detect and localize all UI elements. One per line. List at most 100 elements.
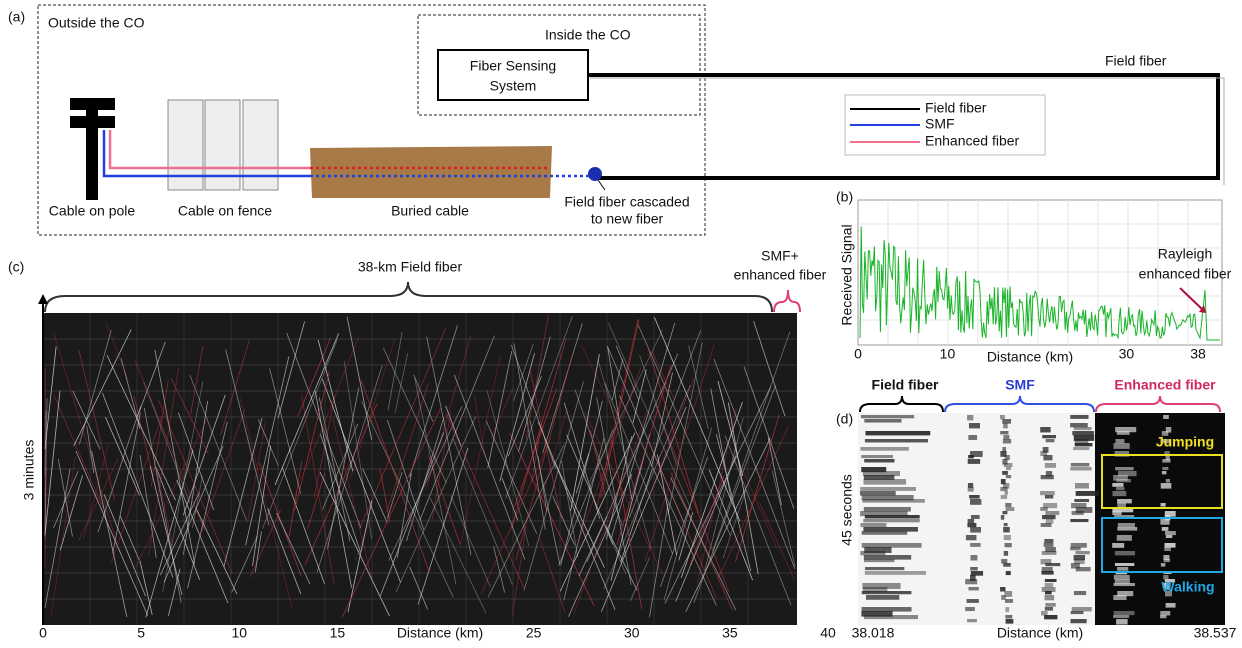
band xyxy=(1045,495,1053,499)
band xyxy=(1000,587,1005,591)
band xyxy=(1001,515,1004,520)
band xyxy=(862,531,908,535)
band xyxy=(1004,463,1013,467)
band xyxy=(862,607,912,612)
band xyxy=(861,523,887,527)
band xyxy=(1164,559,1170,562)
band xyxy=(1161,503,1166,507)
x-tick-label: 25 xyxy=(526,625,542,641)
box-label: Walking xyxy=(1161,579,1214,595)
cascade-dot xyxy=(588,167,602,181)
band xyxy=(1166,535,1172,538)
band xyxy=(1042,515,1055,519)
band xyxy=(862,591,912,594)
band xyxy=(965,607,975,611)
band xyxy=(1115,579,1130,584)
x-tick-label: 30 xyxy=(624,625,640,641)
band xyxy=(1005,503,1011,507)
band xyxy=(968,587,978,590)
band xyxy=(864,559,894,562)
band xyxy=(969,423,980,428)
band xyxy=(1004,523,1008,526)
sensing-text: System xyxy=(490,78,537,94)
band xyxy=(1005,491,1008,495)
band xyxy=(1161,563,1165,567)
x-axis-label: Distance (km) xyxy=(397,625,483,641)
band xyxy=(1070,547,1081,550)
band xyxy=(1117,431,1130,435)
band xyxy=(1117,535,1132,541)
band xyxy=(1074,499,1089,502)
band xyxy=(1070,619,1086,623)
band xyxy=(866,595,899,600)
annotation: Rayleigh xyxy=(1158,246,1212,262)
band xyxy=(1160,519,1169,525)
band xyxy=(1044,615,1057,619)
band xyxy=(1002,447,1006,452)
band xyxy=(1112,491,1126,496)
band xyxy=(1117,527,1137,531)
band xyxy=(1074,427,1092,430)
band xyxy=(968,459,980,464)
band xyxy=(1162,471,1166,474)
band xyxy=(1115,467,1134,470)
band xyxy=(864,419,901,423)
buried-cable xyxy=(310,146,552,198)
band xyxy=(1115,551,1135,555)
caption: Field fiber cascaded xyxy=(564,194,689,210)
band xyxy=(1114,575,1130,579)
band xyxy=(865,571,926,575)
band xyxy=(1001,559,1007,563)
band xyxy=(1070,519,1088,522)
y-axis-label: 3 minutes xyxy=(21,440,37,501)
band xyxy=(1116,619,1128,625)
band xyxy=(967,599,979,603)
caption: Cable on fence xyxy=(178,203,272,219)
band xyxy=(861,447,909,451)
band xyxy=(1113,615,1129,618)
band xyxy=(861,455,893,458)
legend-label: Field fiber xyxy=(925,100,987,116)
band xyxy=(1118,523,1135,527)
band xyxy=(1006,571,1011,575)
band xyxy=(1114,611,1135,615)
band xyxy=(967,415,973,420)
band xyxy=(1003,527,1010,532)
band xyxy=(1114,443,1130,449)
band xyxy=(1045,583,1054,587)
band xyxy=(970,567,978,570)
band xyxy=(1072,431,1094,435)
band xyxy=(968,435,977,440)
band xyxy=(863,527,917,532)
band xyxy=(1112,543,1124,548)
band xyxy=(1165,543,1176,548)
band xyxy=(969,495,979,499)
band xyxy=(1003,563,1011,567)
band xyxy=(1117,499,1132,503)
band xyxy=(970,527,981,533)
sensing-text: Fiber Sensing xyxy=(470,58,556,74)
band xyxy=(968,455,974,458)
x-tick-label: 38 xyxy=(1190,346,1206,362)
band xyxy=(1164,547,1171,551)
brace-label: Enhanced fiber xyxy=(1114,377,1216,393)
field-fiber-label: Field fiber xyxy=(1105,53,1167,69)
band xyxy=(1074,591,1086,595)
band xyxy=(860,551,885,555)
band xyxy=(861,415,914,418)
band xyxy=(1114,583,1135,586)
band xyxy=(1160,615,1166,618)
band xyxy=(1161,483,1172,489)
band xyxy=(1045,563,1060,566)
caption: Cable on pole xyxy=(49,203,136,219)
band xyxy=(1044,543,1054,547)
band xyxy=(1116,487,1125,490)
band xyxy=(1112,483,1123,487)
band xyxy=(967,619,977,622)
band xyxy=(1076,567,1091,571)
band xyxy=(1042,551,1057,555)
band xyxy=(1041,571,1053,575)
band xyxy=(1072,511,1084,515)
band xyxy=(1040,427,1050,432)
